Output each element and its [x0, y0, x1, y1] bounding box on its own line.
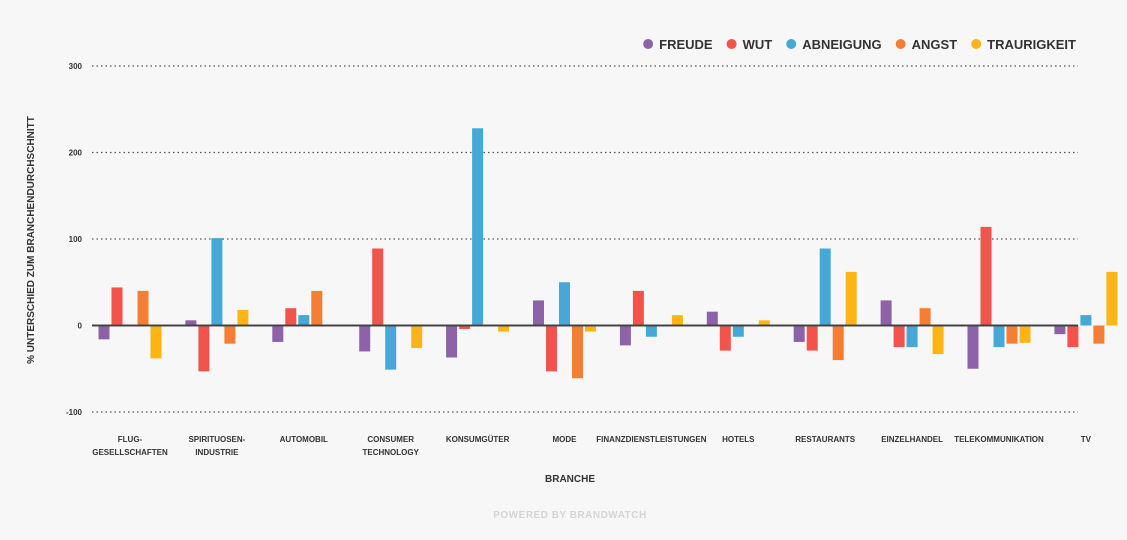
legend: FREUDE WUT ABNEIGUNG ANGST TRAURIGKEIT — [643, 37, 1076, 52]
bar-wut — [546, 325, 557, 372]
bar-freude — [185, 320, 197, 326]
bar-freude — [880, 300, 892, 326]
bar-abneigung — [472, 128, 484, 326]
x-axis-categories: FLUG-GESELLSCHAFTEN SPIRITUOSEN-INDUSTRIE… — [92, 435, 1091, 457]
bar-traurigkeit — [758, 320, 770, 326]
y-tick-label: 100 — [69, 235, 83, 244]
category-label: TELEKOMMUNIKATION — [954, 435, 1044, 444]
category-label: EINZELHANDEL — [881, 435, 943, 444]
category-label: CONSUMER TECHNOLOGY — [362, 435, 419, 457]
bar-angst — [137, 290, 149, 326]
powered-by-footer: POWERED BY BRANDWATCH — [493, 510, 646, 521]
legend-item-angst[interactable]: ANGST — [895, 37, 958, 52]
bar-freude — [967, 325, 979, 369]
bar-abneigung — [559, 282, 570, 326]
y-tick-label: 300 — [69, 62, 83, 71]
bar-traurigkeit — [237, 309, 249, 326]
bar-wut — [980, 226, 992, 326]
bar-angst — [1093, 325, 1105, 344]
legend-label: FREUDE — [659, 37, 713, 52]
bar-wut — [111, 287, 123, 326]
bar-angst — [224, 325, 236, 344]
legend-item-traurigkeit[interactable]: TRAURIGKEIT — [971, 37, 1076, 52]
y-tick-label: 200 — [69, 149, 83, 158]
bar-abneigung — [298, 315, 310, 326]
bar-wut — [459, 325, 471, 329]
legend-swatch — [895, 39, 906, 49]
bar-freude — [533, 300, 544, 326]
bar-traurigkeit — [150, 325, 162, 359]
bar-freude — [359, 325, 371, 352]
bar-freude — [272, 325, 284, 342]
legend-label: ANGST — [912, 37, 958, 52]
category-label: AUTOMOBIL — [280, 435, 328, 444]
y-tick-label: 0 — [78, 322, 83, 331]
bar-freude — [98, 325, 110, 340]
legend-item-freude[interactable]: FREUDE — [643, 37, 713, 52]
bar-abneigung — [211, 238, 223, 326]
bar-abneigung — [1080, 315, 1092, 326]
bar-angst — [832, 325, 844, 361]
bar-wut — [372, 248, 384, 326]
bar-wut — [719, 325, 731, 351]
y-tick-label: -100 — [66, 408, 83, 417]
bar-angst — [1006, 325, 1018, 344]
legend-item-wut[interactable]: WUT — [726, 37, 773, 52]
bar-angst — [311, 290, 323, 326]
bar-abneigung — [385, 325, 397, 370]
category-label: FINANZDIENSTLEISTUNGEN — [596, 435, 706, 444]
bar-abneigung — [906, 325, 918, 348]
legend-label: TRAURIGKEIT — [987, 37, 1076, 52]
bar-freude — [1054, 325, 1066, 335]
x-axis-title: BRANCHE — [545, 474, 595, 485]
bar-abneigung — [993, 325, 1005, 348]
legend-swatch — [726, 39, 737, 49]
bar-abneigung — [819, 248, 831, 326]
bar-angst — [919, 308, 931, 326]
category-label: KONSUMGÜTER — [446, 435, 510, 444]
bar-traurigkeit — [411, 325, 423, 348]
bar-traurigkeit — [1106, 271, 1118, 326]
category-label: TV — [1081, 435, 1092, 444]
category-label: MODE — [553, 435, 578, 444]
legend-swatch — [643, 39, 654, 49]
bar-freude — [706, 311, 718, 326]
bar-freude — [446, 325, 458, 358]
bar-traurigkeit — [932, 325, 944, 355]
bar-traurigkeit — [671, 315, 683, 326]
bar-traurigkeit — [585, 325, 596, 332]
category-label: SPIRITUOSEN-INDUSTRIE — [188, 435, 245, 457]
bar-wut — [806, 325, 818, 351]
gridlines — [92, 65, 1078, 413]
category-label: HOTELS — [722, 435, 755, 444]
bar-traurigkeit — [845, 271, 857, 326]
legend-swatch — [971, 39, 982, 49]
bar-wut — [285, 308, 297, 326]
bar-wut — [893, 325, 905, 348]
bar-freude — [619, 325, 631, 346]
bar-abneigung — [732, 325, 744, 337]
bar-traurigkeit — [498, 325, 510, 332]
category-label: RESTAURANTS — [795, 435, 856, 444]
y-axis-title: % UNTERSCHIED ZUM BRANCHENDURCHSCHNITT — [26, 116, 37, 364]
bar-freude — [793, 325, 805, 342]
legend-item-abneigung[interactable]: ABNEIGUNG — [786, 37, 882, 52]
bar-abneigung — [645, 325, 657, 337]
category-label: FLUG-GESELLSCHAFTEN — [92, 435, 168, 457]
bars — [98, 128, 1118, 379]
bar-wut — [1067, 325, 1079, 348]
legend-label: ABNEIGUNG — [802, 37, 881, 52]
bar-wut — [632, 290, 644, 326]
legend-swatch — [786, 39, 797, 49]
bar-wut — [198, 325, 210, 372]
y-axis-ticks: -100 0 100 200 300 — [66, 62, 83, 417]
legend-label: WUT — [743, 37, 773, 52]
bar-angst — [572, 325, 583, 379]
bar-traurigkeit — [1019, 325, 1031, 343]
